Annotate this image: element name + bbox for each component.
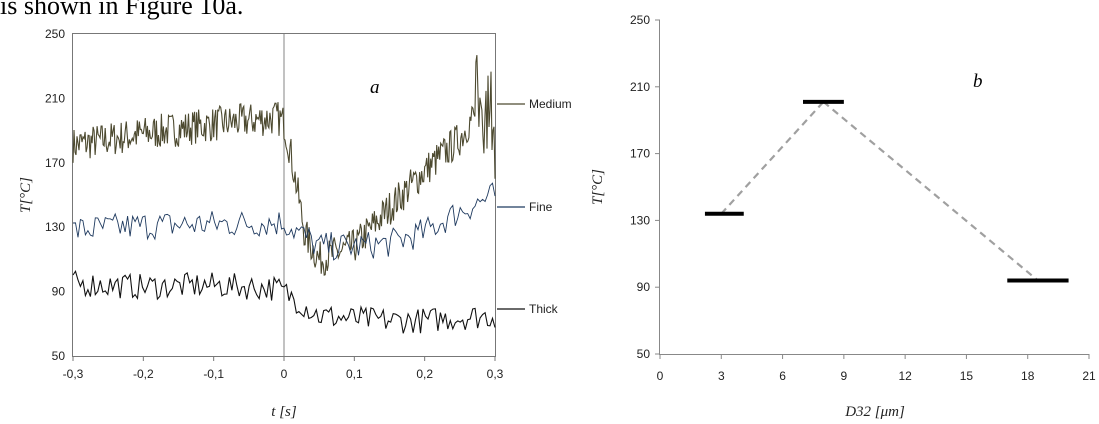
page-text-fragment: is shown in Figure 10a. — [0, 0, 244, 20]
x-tick-label: 18 — [1021, 369, 1035, 383]
panel-b-y-ticks: 50 90 130 170 210 250 — [630, 13, 660, 361]
series-line-medium — [72, 55, 496, 276]
x-tick-label: 0 — [281, 367, 288, 381]
x-tick-label: -0,2 — [133, 367, 154, 381]
panel-b-dashed-connectors — [720, 100, 1039, 282]
legend-label-thick: Thick — [529, 302, 559, 316]
legend-label-medium: Medium — [529, 97, 572, 111]
panel-a-series — [72, 55, 496, 334]
x-tick-label: 9 — [841, 369, 848, 383]
series-line-fine — [72, 182, 496, 261]
panel-a-x-ticks: -0,3 -0,2 -0,1 0 0,1 0,2 0,3 — [63, 356, 504, 381]
x-tick-label: 0,3 — [487, 367, 504, 381]
y-tick-label: 210 — [630, 80, 650, 94]
panel-a-x-axis-label: t [s] — [271, 404, 297, 420]
y-tick-label: 170 — [45, 156, 65, 170]
x-tick-label: 12 — [898, 369, 912, 383]
panel-b-letter: b — [973, 71, 983, 92]
x-tick-label: 0,2 — [416, 367, 433, 381]
x-tick-label: -0,3 — [63, 367, 84, 381]
y-tick-label: 130 — [45, 220, 65, 234]
y-tick-label: 50 — [52, 349, 66, 363]
x-tick-label: 15 — [960, 369, 974, 383]
x-tick-label: -0,1 — [203, 367, 224, 381]
panel-b-x-ticks: 0 3 6 9 12 15 18 21 — [657, 354, 1096, 383]
x-tick-label: 0,1 — [346, 367, 363, 381]
y-tick-label: 250 — [630, 13, 650, 27]
x-tick-label: 0 — [657, 369, 664, 383]
x-tick-label: 3 — [718, 369, 725, 383]
panel-b-x-axis-label: D32 [μm] — [844, 404, 905, 420]
panel-b-points — [704, 99, 1069, 283]
panel-a-y-axis-label: T[°C] — [18, 177, 34, 213]
y-tick-label: 130 — [630, 213, 650, 227]
y-tick-label: 250 — [45, 27, 65, 41]
y-tick-label: 210 — [45, 91, 65, 105]
x-tick-label: 21 — [1082, 369, 1096, 383]
panel-a-legend: Medium Fine Thick — [497, 97, 572, 316]
panel-b: 50 90 130 170 210 250 0 3 6 9 12 15 18 21 b D32 [μm]… — [590, 13, 1096, 420]
x-tick-label: 6 — [779, 369, 786, 383]
panel-a-y-ticks: 50 90 130 170 210 250 — [45, 27, 65, 363]
y-tick-label: 90 — [637, 280, 651, 294]
series-line-thick — [72, 270, 496, 334]
panel-a-letter: a — [370, 77, 380, 98]
y-tick-label: 90 — [52, 285, 66, 299]
y-tick-label: 170 — [630, 147, 650, 161]
dashed-connector — [822, 100, 1039, 282]
legend-label-fine: Fine — [529, 200, 553, 214]
dashed-connector — [720, 101, 825, 215]
panel-b-y-axis-label: T[°C] — [590, 169, 606, 205]
y-tick-label: 50 — [637, 347, 651, 361]
